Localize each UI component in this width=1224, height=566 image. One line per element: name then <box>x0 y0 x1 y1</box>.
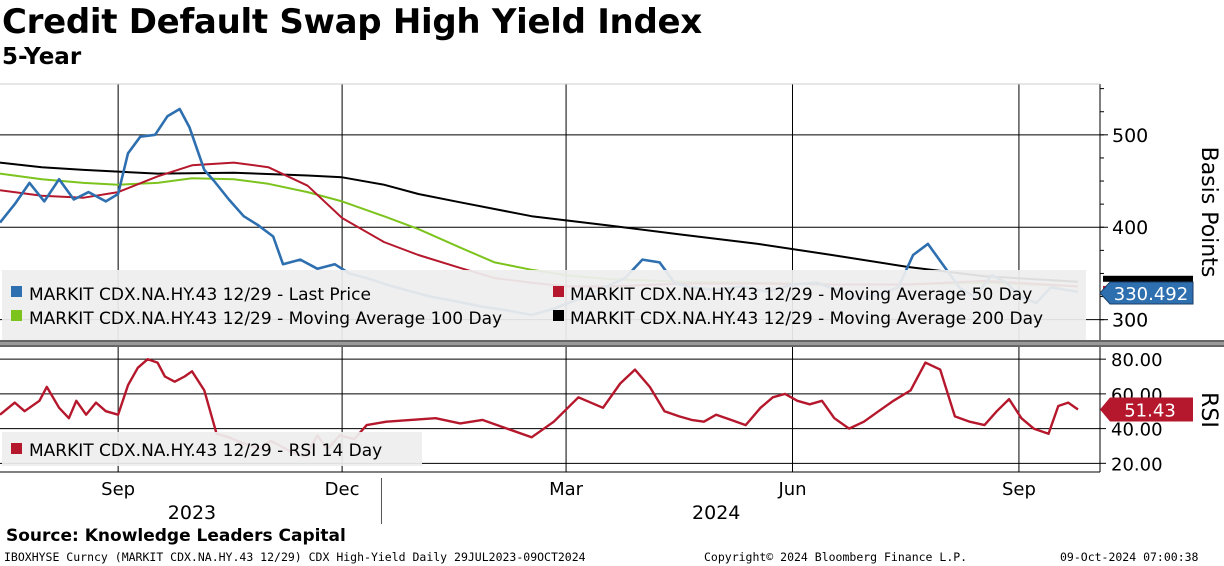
y-axis-title-rsi: RSI <box>1196 392 1221 428</box>
x-tick-label: Dec <box>325 479 360 500</box>
panel-separator-inner <box>0 342 1224 345</box>
year-label: 2024 <box>692 502 740 524</box>
x-tick-label: Sep <box>101 479 135 500</box>
source-note: Source: Knowledge Leaders Capital <box>6 526 346 546</box>
y-tick-label-top: 300 <box>1112 310 1148 332</box>
series-line-rsi <box>0 358 1079 458</box>
page-subtitle: 5-Year <box>2 44 82 70</box>
y-tick-label-top: 500 <box>1112 125 1148 147</box>
y-tick-label-rsi: 80.00 <box>1111 350 1163 371</box>
legend-swatch-ma50 <box>553 286 564 297</box>
rsi-last-value: 51.43 <box>1124 401 1176 422</box>
legend-rsi: MARKIT CDX.NA.HY.43 12/29 - RSI 14 Day <box>29 441 382 461</box>
y-axis-title-top: Basis Points <box>1196 147 1221 278</box>
legend-ma200: MARKIT CDX.NA.HY.43 12/29 - Moving Avera… <box>570 309 1043 329</box>
footer-right: 09-Oct-2024 07:00:38 <box>1060 550 1199 564</box>
legend-ma100: MARKIT CDX.NA.HY.43 12/29 - Moving Avera… <box>29 309 502 329</box>
axes: Sep Dec Mar Jun Sep 2023 2024 300 400 500 20.00 40.… <box>0 83 1224 524</box>
footer-center: Copyright© 2024 Bloomberg Finance L.P. <box>704 550 968 564</box>
footer-left: IBOXHYSE Curncy (MARKIT CDX.NA.HY.43 12/… <box>4 550 586 564</box>
legend-swatch-rsi <box>11 443 22 454</box>
rsi-last-marker <box>1100 397 1193 422</box>
year-label: 2023 <box>168 502 216 524</box>
x-tick-label: Mar <box>549 479 584 500</box>
series-line-moving-average-200-day <box>0 161 1079 283</box>
legend-swatch-last-price <box>11 286 22 297</box>
x-tick-label: Jun <box>777 479 806 500</box>
legend-swatch-ma200 <box>553 310 564 321</box>
y-tick-label-rsi: 40.00 <box>1111 420 1163 441</box>
page-title: Credit Default Swap High Yield Index <box>2 2 702 42</box>
x-tick-label: Sep <box>1002 479 1036 500</box>
y-tick-label-rsi: 20.00 <box>1111 454 1163 475</box>
marker-ma200 <box>1103 275 1193 282</box>
series-line-moving-average-100-day <box>0 172 1079 288</box>
legend-swatch-ma100 <box>11 310 22 321</box>
rsi-legend: MARKIT CDX.NA.HY.43 12/29 - RSI 14 Day <box>2 432 422 466</box>
price-legend: MARKIT CDX.NA.HY.43 12/29 - Last Price M… <box>2 270 1086 340</box>
legend-ma50: MARKIT CDX.NA.HY.43 12/29 - Moving Avera… <box>570 285 1032 305</box>
rsi-series <box>0 358 1079 458</box>
legend-last-price: MARKIT CDX.NA.HY.43 12/29 - Last Price <box>29 285 371 305</box>
last-price-marker <box>1099 281 1194 305</box>
y-tick-label-top: 400 <box>1112 217 1148 239</box>
last-price-value: 330.492 <box>1114 284 1188 305</box>
